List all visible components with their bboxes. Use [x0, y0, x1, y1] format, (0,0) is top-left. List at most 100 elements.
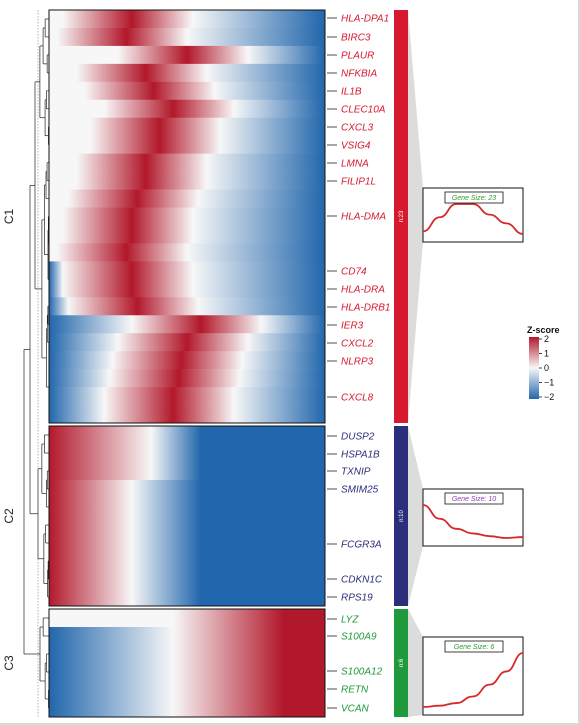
gene-label: IER3 [341, 321, 364, 332]
heatmap-row [49, 405, 325, 424]
cluster-count: n:10 [399, 510, 405, 522]
cluster-bar [394, 426, 408, 606]
gene-label: CD74 [341, 267, 367, 278]
cluster-bars: n:23 n:10 n:6 [394, 10, 408, 717]
heatmap-row [49, 45, 325, 65]
heatmap-row [49, 117, 325, 136]
heatmap-row [49, 588, 325, 607]
heatmap-block-border [48, 425, 326, 607]
heatmap-row [49, 297, 325, 316]
heatmap-row [49, 135, 325, 154]
heatmap-row [49, 189, 325, 208]
gene-label: HLA-DPA1 [341, 14, 389, 25]
row-dendrogram [23, 10, 53, 717]
heatmap-row [49, 243, 325, 262]
heatmap-row [49, 351, 325, 370]
heatmap-row [49, 333, 325, 352]
gene-label: CXCL8 [341, 393, 374, 404]
gene-label: RETN [341, 685, 369, 696]
gene-label: HLA-DRB1 [341, 303, 390, 314]
gene-label: VSIG4 [341, 141, 371, 152]
heatmap-row [49, 153, 325, 172]
gene-size-label: Gene Size: 10 [452, 496, 496, 503]
heatmap-row [49, 81, 325, 101]
trend-panels: Gene Size: 23 Gene Size: 10 Gene Size: 6 [408, 10, 524, 717]
heatmap-row [49, 10, 325, 29]
heatmap-row [49, 63, 325, 83]
heatmap-row [49, 699, 325, 718]
heatmap-row [49, 387, 325, 406]
heatmap-row [49, 261, 325, 280]
gene-label: IL1B [341, 87, 362, 98]
heatmap-row [49, 534, 325, 553]
heatmap-row [49, 207, 325, 226]
heatmap-body [48, 9, 326, 718]
heatmap-row [49, 315, 325, 334]
gene-label: HLA-DRA [341, 285, 385, 296]
trend-line [422, 203, 524, 235]
cluster-bar [394, 10, 408, 423]
gene-label: CDKN1C [341, 575, 383, 586]
legend-colorbar [529, 337, 539, 399]
cluster-bar [394, 609, 408, 717]
legend-tick-label: 1 [544, 349, 549, 359]
legend-tick-label: 0 [544, 363, 549, 373]
gene-label: HSPA1B [341, 450, 380, 461]
gene-size-box [444, 492, 504, 505]
gene-size-label: Gene Size: 23 [452, 195, 496, 202]
gene-label: FILIP1L [341, 177, 376, 188]
gene-label: S100A12 [341, 667, 383, 678]
cluster-count: n:6 [399, 658, 405, 667]
heatmap-block-border [48, 608, 326, 718]
heatmap-row [49, 171, 325, 190]
trend-line [422, 652, 524, 708]
cluster-label: C1 [2, 209, 16, 225]
gene-size-box [444, 640, 504, 653]
gene-label: HLA-DMA [341, 212, 386, 223]
gene-label: CLEC10A [341, 105, 386, 116]
gene-label: PLAUR [341, 51, 374, 62]
gene-label: LYZ [341, 615, 359, 626]
gene-label: NFKBIA [341, 69, 377, 80]
heatmap-row [49, 279, 325, 298]
gene-label: TXNIP [341, 467, 371, 478]
trend-line [422, 504, 524, 539]
legend-tick-label: −2 [544, 392, 554, 402]
heatmap-row [49, 27, 325, 47]
gene-label: S100A9 [341, 632, 377, 643]
heatmap-row [49, 225, 325, 244]
heatmap-row [49, 645, 325, 664]
gene-label: RPS19 [341, 593, 373, 604]
cluster-label: C2 [2, 508, 16, 524]
heatmap-row [49, 444, 325, 463]
heatmap-row [49, 498, 325, 517]
heatmap-row [49, 627, 325, 646]
gene-label: DUSP2 [341, 432, 375, 443]
gene-label: BIRC3 [341, 33, 371, 44]
gene-label: SMIM25 [341, 485, 379, 496]
cluster-label: C3 [2, 655, 16, 671]
heatmap-row [49, 369, 325, 388]
gene-label: FCGR3A [341, 540, 382, 551]
heatmap-row [49, 480, 325, 499]
gene-labels: HLA-DPA1 BIRC3 PLAUR NFKBIA IL1B CLEC10A CXCL3… [2, 14, 390, 715]
gene-label: LMNA [341, 159, 369, 170]
gene-label: VCAN [341, 704, 370, 715]
legend-tick-label: −1 [544, 378, 554, 388]
gene-label: CXCL2 [341, 339, 374, 350]
heatmap-row [49, 426, 325, 445]
gene-label: CXCL3 [341, 123, 374, 134]
heatmap-row [49, 516, 325, 535]
heatmap-row [49, 681, 325, 700]
legend-tick-label: 2 [544, 334, 549, 344]
heatmap-row [49, 99, 325, 119]
heatmap-block-border [48, 9, 326, 424]
gene-label: NLRP3 [341, 357, 374, 368]
heatmap-row [49, 663, 325, 682]
gene-size-box [444, 191, 504, 204]
panel-connector [408, 10, 423, 423]
heatmap-row [49, 609, 325, 628]
